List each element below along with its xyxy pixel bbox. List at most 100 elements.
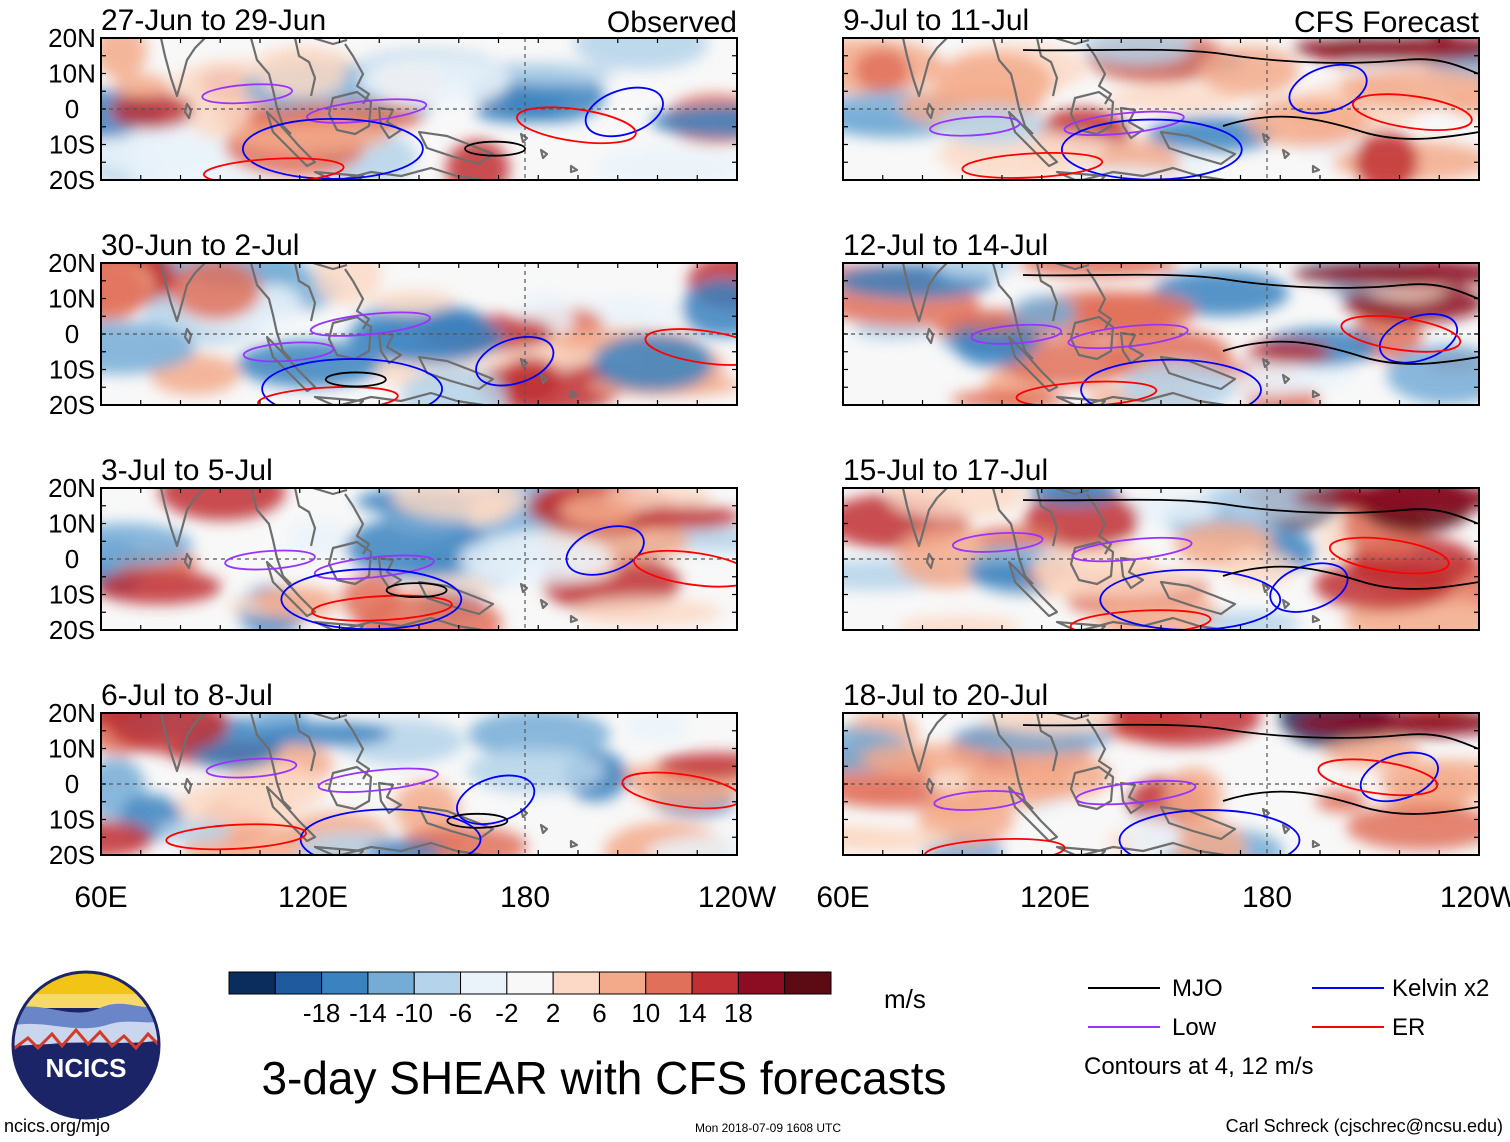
lat-label: 0 [65, 94, 79, 124]
lon-axis-2: 60E 120E 180 120W [816, 881, 1510, 914]
lat-label: 10N [48, 734, 96, 764]
coastline [1311, 164, 1321, 174]
legend-note: Contours at 4, 12 m/s [1084, 1053, 1313, 1080]
colorbar: -18 -14 -10 -6 -2 2 6 10 14 18 [228, 971, 832, 1028]
coastline [539, 148, 549, 160]
contour-line [1288, 63, 1368, 115]
contour-line [1340, 315, 1462, 353]
contour-line [261, 358, 443, 405]
colorbar-tick-label: 2 [546, 998, 560, 1028]
lon-label: 120E [278, 881, 348, 914]
colorbar-tick-label: -2 [495, 998, 518, 1028]
panel-title: 3-Jul to 5-Jul [101, 454, 273, 487]
coastline [1069, 90, 1115, 136]
coastline [293, 488, 317, 547]
colorbar-swatch [274, 971, 323, 995]
lat-label: 0 [65, 769, 79, 799]
colorbar-tick-label: -6 [449, 998, 472, 1028]
contour-line [961, 152, 1104, 179]
lat-label: 0 [65, 319, 79, 349]
lat-label: 10N [48, 59, 96, 89]
colorbar-swatch [645, 971, 693, 995]
contour-line [1269, 562, 1349, 613]
panel-title: 15-Jul to 17-Jul [843, 454, 1048, 487]
colorbar-tick-label: -18 [303, 998, 341, 1028]
lat-label: 20N [48, 698, 96, 728]
contour-line [1022, 48, 1479, 75]
footer-url[interactable]: ncics.org/mjo [4, 1116, 110, 1136]
coastline [925, 102, 935, 120]
lon-label: 120W [1440, 881, 1510, 914]
contour-line [242, 341, 335, 363]
contour-line [1080, 358, 1262, 405]
lon-label: 180 [1242, 881, 1292, 914]
coastline [925, 327, 935, 345]
contour-line [621, 771, 737, 810]
coastline [1055, 845, 1107, 855]
coastline [991, 263, 1034, 360]
contour-line [1352, 93, 1473, 131]
coastline [1261, 357, 1271, 369]
colorbar-swatch [460, 971, 508, 995]
colorbar-swatch [228, 971, 276, 995]
lat-label: 20S [49, 165, 95, 195]
coastline [519, 582, 529, 594]
coastline [569, 839, 579, 849]
coastline [327, 540, 373, 586]
shear-field [101, 38, 737, 180]
lat-label: 20S [49, 390, 95, 420]
coastline [1086, 268, 1113, 330]
coastline [1055, 395, 1107, 405]
shear-field [843, 713, 1479, 855]
shear-field [843, 263, 1479, 405]
contour-line [257, 386, 399, 405]
contour-line [1222, 790, 1479, 815]
coastline [183, 552, 193, 570]
shear-field [101, 713, 737, 855]
lat-label: 10S [49, 355, 95, 385]
lat-label: 20N [48, 473, 96, 503]
contour-line [584, 86, 664, 138]
legend-label-low: Low [1172, 1014, 1217, 1041]
coastline [925, 552, 935, 570]
map-panel-5: 9-Jul to 11-Jul [842, 4, 1480, 181]
coastline [265, 560, 317, 618]
legend: MJO Low Kelvin x2 ER Contours at 4, 12 m… [1084, 975, 1489, 1080]
coastline [265, 785, 317, 843]
coastline [312, 38, 348, 46]
lat-label: 20S [49, 615, 95, 645]
coastline [1119, 781, 1145, 815]
coastline [313, 395, 365, 405]
coastline [1086, 493, 1113, 555]
contour-line [456, 774, 536, 825]
coastline [313, 620, 365, 630]
coastline [312, 713, 348, 721]
logo-text: NCICS [46, 1053, 127, 1083]
lon-label: 180 [500, 881, 550, 914]
colorbar-tick-label: 18 [724, 998, 753, 1028]
coastline [183, 102, 193, 120]
contour-line [1359, 751, 1439, 803]
map-panel-7: 15-Jul to 17-Jul [842, 454, 1480, 631]
coastline [1261, 807, 1271, 819]
coastline [265, 110, 317, 168]
panel-title: 9-Jul to 11-Jul [843, 4, 1029, 37]
contour-line [929, 115, 1021, 137]
coastline [249, 713, 292, 810]
lon-label: 120W [698, 881, 777, 914]
contour-line [475, 336, 555, 387]
lat-label: 20S [49, 840, 95, 870]
footer-timestamp: Mon 2018-07-09 1608 UTC [695, 1121, 841, 1135]
lon-label: 60E [816, 881, 869, 914]
contour-line [565, 525, 645, 576]
coastline [1086, 43, 1113, 105]
coastline [1054, 488, 1090, 496]
coastline [293, 38, 317, 97]
contour-line [224, 549, 316, 571]
coastline [925, 777, 935, 795]
coastline [377, 781, 403, 815]
colorbar-swatch [367, 971, 415, 995]
